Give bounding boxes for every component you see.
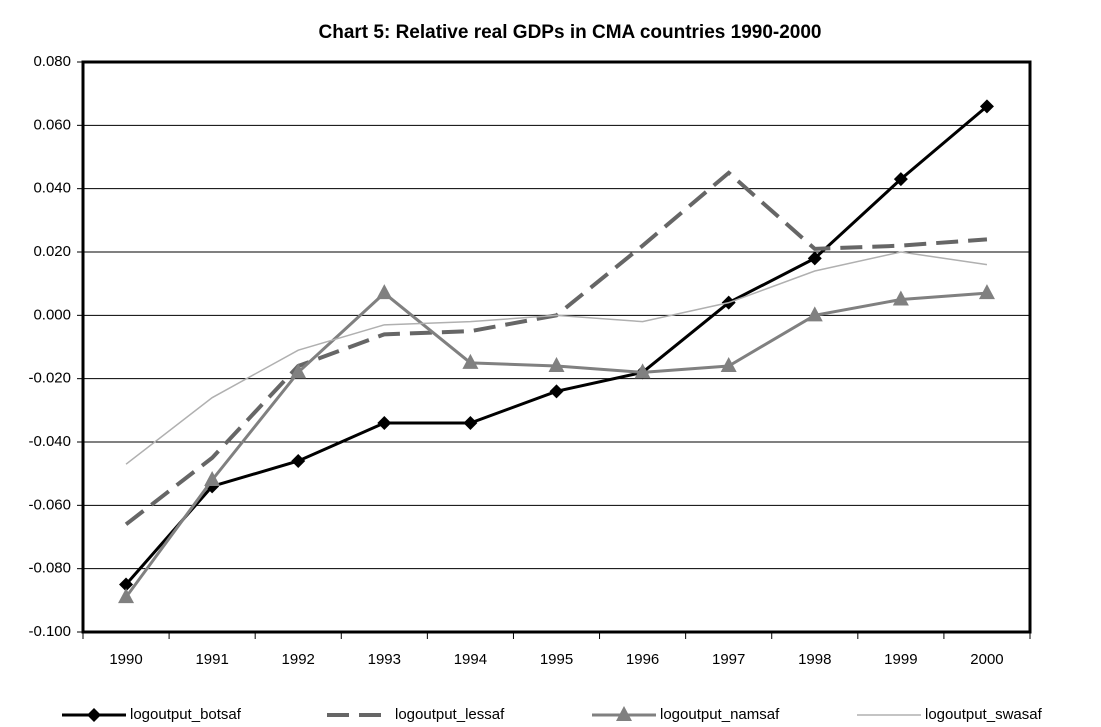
series-line xyxy=(124,105,988,586)
data-point xyxy=(893,172,908,187)
y-tick-label: -0.100 xyxy=(28,623,71,640)
y-tick-label: 0.060 xyxy=(33,116,71,133)
series-line xyxy=(124,170,988,526)
data-point xyxy=(463,416,478,430)
x-tick-label: 1992 xyxy=(282,651,315,668)
x-tick-label: 1995 xyxy=(540,651,573,668)
legend-marker xyxy=(87,708,101,722)
legend-label: logoutput_botsaf xyxy=(130,706,242,723)
x-tick-label: 1993 xyxy=(368,651,401,668)
data-point xyxy=(634,363,651,379)
x-tick-label: 1997 xyxy=(712,651,745,668)
data-point xyxy=(548,357,565,372)
data-point xyxy=(118,588,135,604)
x-tick-label: 1991 xyxy=(195,651,228,668)
data-point xyxy=(979,99,994,114)
data-point xyxy=(376,284,393,300)
y-tick-label: 0.000 xyxy=(33,306,71,323)
x-tick-label: 1998 xyxy=(798,651,831,668)
y-tick-label: -0.020 xyxy=(28,370,71,387)
series-line xyxy=(124,291,988,599)
legend-label: logoutput_swasaf xyxy=(925,706,1043,723)
data-point xyxy=(462,353,479,369)
x-tick-label: 1999 xyxy=(884,651,917,668)
y-tick-label: -0.040 xyxy=(28,433,71,450)
x-tick-label: 1994 xyxy=(454,651,487,668)
chart-title: Chart 5: Relative real GDPs in CMA count… xyxy=(319,22,822,43)
data-point xyxy=(204,471,221,486)
plot-frame xyxy=(81,60,1032,634)
legend-label: logoutput_namsaf xyxy=(660,706,780,723)
data-point xyxy=(978,284,995,300)
data-point xyxy=(720,357,737,372)
data-point xyxy=(291,454,306,468)
y-tick-label: 0.020 xyxy=(33,243,71,260)
data-point xyxy=(806,306,823,322)
x-tick-label: 2000 xyxy=(970,651,1003,668)
legend-label: logoutput_lessaf xyxy=(395,706,505,723)
data-point xyxy=(290,363,307,379)
y-tick-label: -0.080 xyxy=(28,560,71,577)
legend-marker xyxy=(616,706,632,721)
y-tick-label: 0.040 xyxy=(33,180,71,197)
x-tick-label: 1990 xyxy=(109,651,142,668)
data-point xyxy=(549,384,564,399)
y-tick-label: -0.060 xyxy=(28,496,71,513)
data-point xyxy=(119,577,134,592)
series-line xyxy=(125,251,988,465)
data-point xyxy=(892,290,909,306)
data-point xyxy=(807,251,822,266)
data-point xyxy=(377,416,392,430)
y-tick-label: 0.080 xyxy=(33,53,71,70)
x-tick-label: 1996 xyxy=(626,651,659,668)
